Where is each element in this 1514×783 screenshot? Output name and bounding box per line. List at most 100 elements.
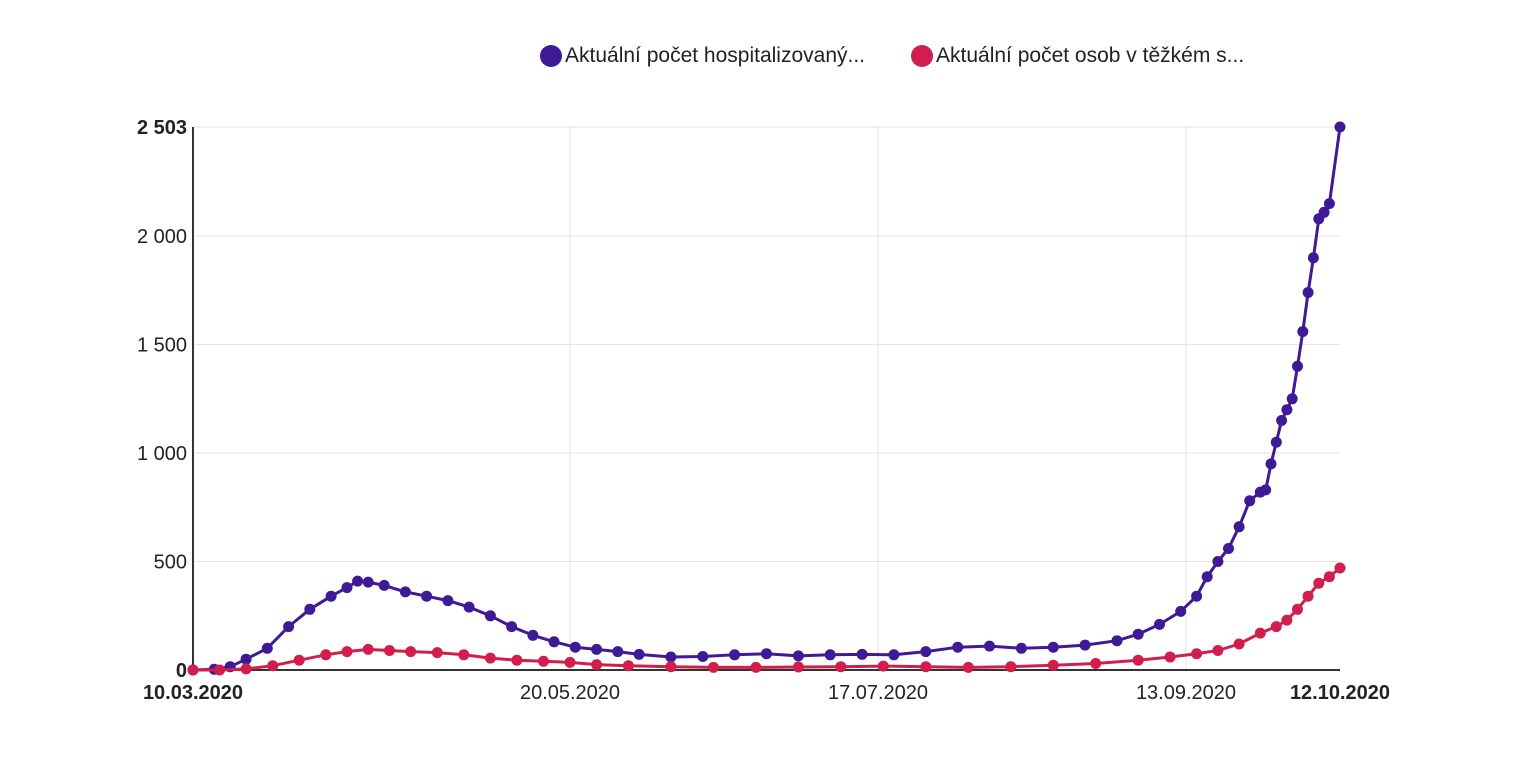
data-point-0 bbox=[341, 582, 353, 594]
data-point-0 bbox=[856, 648, 868, 660]
data-point-0 bbox=[633, 648, 645, 660]
legend-label-hospitalized: Aktuální počet hospitalizovaný... bbox=[565, 44, 866, 67]
data-point-1 bbox=[707, 661, 719, 673]
data-point-0 bbox=[1281, 404, 1293, 416]
data-point-1 bbox=[458, 649, 470, 661]
data-point-0 bbox=[1318, 206, 1330, 218]
data-point-0 bbox=[665, 651, 677, 663]
data-point-1 bbox=[665, 661, 677, 673]
data-point-1 bbox=[1212, 645, 1224, 656]
data-point-0 bbox=[569, 641, 581, 653]
data-point-1 bbox=[835, 661, 847, 673]
data-point-0 bbox=[1323, 198, 1335, 210]
legend-item-hospitalized[interactable]: Aktuální počet hospitalizovaný... bbox=[540, 44, 865, 68]
data-point-0 bbox=[1292, 360, 1303, 372]
data-point-0 bbox=[352, 575, 364, 587]
data-point-1 bbox=[405, 646, 417, 658]
data-point-1 bbox=[1281, 614, 1293, 626]
y-tick-label: 500 bbox=[154, 552, 187, 574]
y-tick-label: 1 000 bbox=[137, 443, 187, 465]
data-point-0 bbox=[1244, 495, 1256, 507]
data-point-1 bbox=[1313, 577, 1325, 589]
data-point-0 bbox=[1302, 287, 1314, 298]
data-point-0 bbox=[548, 636, 560, 648]
data-point-0 bbox=[463, 601, 475, 613]
data-point-1 bbox=[1292, 603, 1303, 615]
data-point-0 bbox=[421, 590, 433, 602]
x-tick-label: 12.10.2020 bbox=[1290, 682, 1390, 704]
data-point-1 bbox=[431, 647, 443, 659]
y-tick-label: 2 000 bbox=[137, 226, 187, 248]
legend-item-severe[interactable]: Aktuální počet osob v těžkém s... bbox=[911, 44, 1244, 68]
data-point-0 bbox=[1307, 252, 1319, 264]
data-point-0 bbox=[1154, 618, 1165, 630]
data-point-1 bbox=[511, 654, 523, 666]
legend-marker-severe bbox=[911, 45, 934, 67]
data-point-1 bbox=[1233, 638, 1245, 650]
data-point-0 bbox=[591, 643, 603, 655]
data-point-0 bbox=[920, 646, 932, 658]
data-point-1 bbox=[1254, 627, 1266, 639]
data-point-0 bbox=[952, 641, 964, 653]
data-point-0 bbox=[612, 646, 624, 658]
data-point-1 bbox=[877, 660, 889, 672]
data-point-0 bbox=[283, 621, 295, 633]
data-point-0 bbox=[378, 579, 390, 591]
data-point-1 bbox=[622, 660, 634, 672]
data-point-1 bbox=[1047, 659, 1059, 671]
legend-label-severe: Aktuální počet osob v těžkém s... bbox=[936, 44, 1245, 67]
data-point-0 bbox=[1276, 415, 1288, 426]
data-point-1 bbox=[293, 654, 305, 666]
data-point-0 bbox=[729, 649, 741, 661]
data-point-0 bbox=[984, 640, 995, 652]
data-point-1 bbox=[1323, 571, 1335, 583]
data-point-0 bbox=[761, 648, 772, 660]
legend: Aktuální počet hospitalizovaný... Aktuál… bbox=[540, 44, 1244, 68]
data-point-0 bbox=[1212, 556, 1224, 567]
data-point-0 bbox=[1233, 521, 1245, 533]
data-point-0 bbox=[240, 653, 252, 665]
data-point-0 bbox=[261, 642, 273, 654]
data-point-1 bbox=[384, 645, 395, 656]
data-point-1 bbox=[1132, 654, 1144, 666]
data-point-1 bbox=[1270, 621, 1282, 633]
data-point-0 bbox=[325, 590, 337, 602]
data-point-1 bbox=[1090, 658, 1102, 669]
data-point-0 bbox=[1015, 642, 1027, 654]
data-point-1 bbox=[484, 652, 496, 664]
data-point-0 bbox=[1297, 326, 1309, 338]
data-point-1 bbox=[362, 643, 374, 655]
data-point-0 bbox=[442, 595, 454, 607]
data-point-1 bbox=[1334, 562, 1346, 574]
data-point-1 bbox=[920, 661, 932, 673]
data-point-0 bbox=[527, 629, 539, 641]
data-point-0 bbox=[792, 650, 804, 662]
y-tick-label: 0 bbox=[176, 660, 187, 682]
data-point-1 bbox=[267, 660, 279, 672]
x-tick-label: 10.03.2020 bbox=[143, 682, 243, 704]
data-point-1 bbox=[1164, 651, 1176, 663]
data-point-1 bbox=[240, 663, 252, 675]
x-tick-label: 17.07.2020 bbox=[828, 682, 928, 704]
data-point-0 bbox=[362, 576, 374, 588]
data-point-1 bbox=[1005, 661, 1017, 673]
data-point-0 bbox=[888, 649, 900, 661]
data-point-0 bbox=[1111, 635, 1123, 647]
data-point-1 bbox=[792, 661, 804, 673]
data-point-0 bbox=[1191, 590, 1203, 602]
data-point-0 bbox=[1334, 121, 1346, 133]
data-point-0 bbox=[1286, 393, 1298, 405]
data-point-0 bbox=[484, 610, 496, 622]
data-point-1 bbox=[538, 655, 549, 667]
data-point-1 bbox=[214, 664, 226, 676]
data-point-1 bbox=[591, 659, 603, 671]
data-point-0 bbox=[1132, 628, 1144, 640]
data-point-0 bbox=[506, 621, 518, 633]
data-point-0 bbox=[1079, 639, 1091, 651]
data-point-0 bbox=[1223, 543, 1234, 554]
data-point-1 bbox=[341, 646, 353, 658]
data-point-0 bbox=[1270, 436, 1282, 448]
data-point-0 bbox=[824, 649, 836, 661]
